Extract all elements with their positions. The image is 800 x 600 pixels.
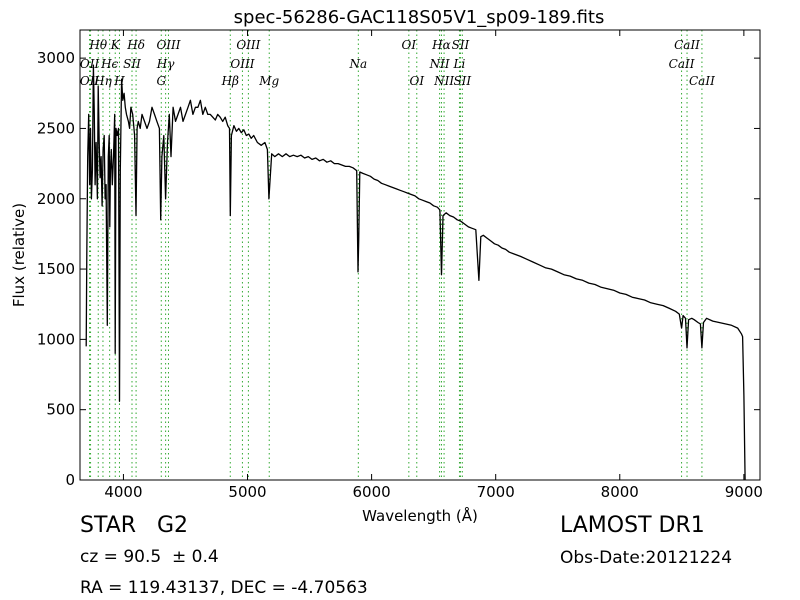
spectral-line-label: OIII bbox=[156, 38, 180, 52]
spectral-line-label: Mg bbox=[258, 74, 279, 88]
spectral-line-label: Hα bbox=[431, 38, 451, 52]
x-axis-ticks: 4000 5000 6000 7000 8000 9000 bbox=[104, 30, 763, 501]
spectral-line-label: SII bbox=[453, 74, 471, 88]
y-tick-label: 2500 bbox=[37, 119, 75, 137]
spectral-line-label: G bbox=[156, 74, 166, 88]
x-tick-label: 8000 bbox=[601, 483, 639, 501]
redshift-label: cz = 90.5 ± 0.4 bbox=[80, 547, 219, 567]
x-tick-label: 9000 bbox=[725, 483, 763, 501]
spectral-line-label: CaII bbox=[674, 38, 700, 52]
y-tick-label: 0 bbox=[65, 471, 75, 489]
spectral-line-label: NII bbox=[433, 74, 454, 88]
spectral-line-label: CaII bbox=[689, 74, 715, 88]
plot-frame bbox=[79, 29, 761, 481]
spectral-line-label: OIII bbox=[236, 38, 260, 52]
plot-area bbox=[80, 30, 760, 480]
object-class-label: STAR bbox=[80, 513, 137, 538]
spectral-line-label: Hθ bbox=[88, 38, 107, 52]
spectral-line-label: Hϵ bbox=[100, 57, 118, 71]
spectral-line-label: Hη bbox=[93, 74, 112, 88]
survey-label: LAMOST DR1 bbox=[560, 513, 705, 538]
spectral-line-label: OII bbox=[80, 57, 100, 71]
x-tick-label: 5000 bbox=[228, 483, 266, 501]
spectral-line-label: Hδ bbox=[126, 38, 145, 52]
spectrum-line bbox=[85, 64, 746, 481]
x-axis-label: Wavelength (Å) bbox=[362, 506, 478, 525]
spectral-line-label: SII bbox=[452, 38, 470, 52]
spectral-line-label: Li bbox=[453, 57, 466, 71]
y-tick-label: 1000 bbox=[37, 330, 75, 348]
spectral-line-label: OIII bbox=[230, 57, 254, 71]
coordinates-label: RA = 119.43137, DEC = -4.70563 bbox=[80, 578, 368, 598]
subclass-label: G2 bbox=[157, 513, 189, 538]
obs-date-label: Obs-Date:20121224 bbox=[560, 548, 733, 568]
spectral-line-label: OI bbox=[409, 74, 424, 88]
y-axis-label: Flux (relative) bbox=[10, 203, 28, 307]
y-tick-label: 2000 bbox=[37, 190, 75, 208]
x-tick-label: 4000 bbox=[104, 483, 142, 501]
chart-title: spec-56286-GAC118S05V1_sp09-189.fits bbox=[234, 7, 605, 28]
spectral-line-label: H bbox=[113, 74, 125, 88]
y-tick-label: 500 bbox=[46, 401, 75, 419]
spectral-line-label: K bbox=[110, 38, 121, 52]
spectral-line-label: SII bbox=[123, 57, 141, 71]
spectral-line-label: Na bbox=[349, 57, 368, 71]
spectral-line-label: OI bbox=[402, 38, 417, 52]
spectral-line-label: CaII bbox=[669, 57, 695, 71]
y-tick-label: 1500 bbox=[37, 260, 75, 278]
spectral-line-label: Hγ bbox=[156, 57, 175, 71]
x-tick-label: 7000 bbox=[477, 483, 515, 501]
spectral-line-label: OII bbox=[80, 74, 100, 88]
y-tick-label: 3000 bbox=[37, 49, 75, 67]
x-tick-label: 6000 bbox=[353, 483, 391, 501]
spectral-line-label: Hβ bbox=[221, 74, 239, 88]
spectral-line-label: NII bbox=[429, 57, 450, 71]
y-axis-ticks: 0 500 1000 1500 2000 2500 3000 bbox=[37, 49, 760, 489]
